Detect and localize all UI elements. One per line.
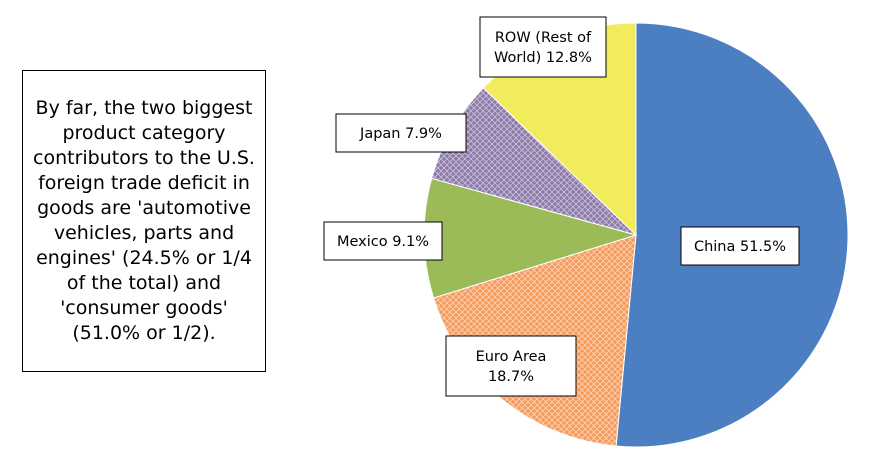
data-label-text: World) 12.8% xyxy=(494,50,592,66)
data-label-japan: Japan 7.9% xyxy=(335,113,467,153)
pie-labels: China 51.5% Euro Area 18.7% Mexico 9.1% Japa… xyxy=(323,16,800,397)
data-label-text: Mexico 9.1% xyxy=(337,234,429,250)
data-label-text: 18.7% xyxy=(488,369,534,385)
data-label-box xyxy=(445,335,577,397)
data-label-box xyxy=(335,113,467,153)
data-label-text: Japan 7.9% xyxy=(359,126,442,142)
data-label-mexico: Mexico 9.1% xyxy=(323,221,443,261)
data-label-text: China 51.5% xyxy=(694,239,786,255)
data-label-euro-area: Euro Area 18.7% xyxy=(445,335,577,397)
data-label-text: Euro Area xyxy=(476,349,547,365)
data-label-china: China 51.5% xyxy=(680,226,800,266)
annotation-box: By far, the two biggest product category… xyxy=(22,70,266,372)
annotation-text: By far, the two biggest product category… xyxy=(33,97,255,344)
data-label-box xyxy=(323,221,443,261)
data-label-box xyxy=(479,16,607,78)
data-label-box xyxy=(680,226,800,266)
data-label-text: ROW (Rest of xyxy=(495,30,592,46)
data-label-row-rest-of-world: ROW (Rest of World) 12.8% xyxy=(479,16,607,78)
